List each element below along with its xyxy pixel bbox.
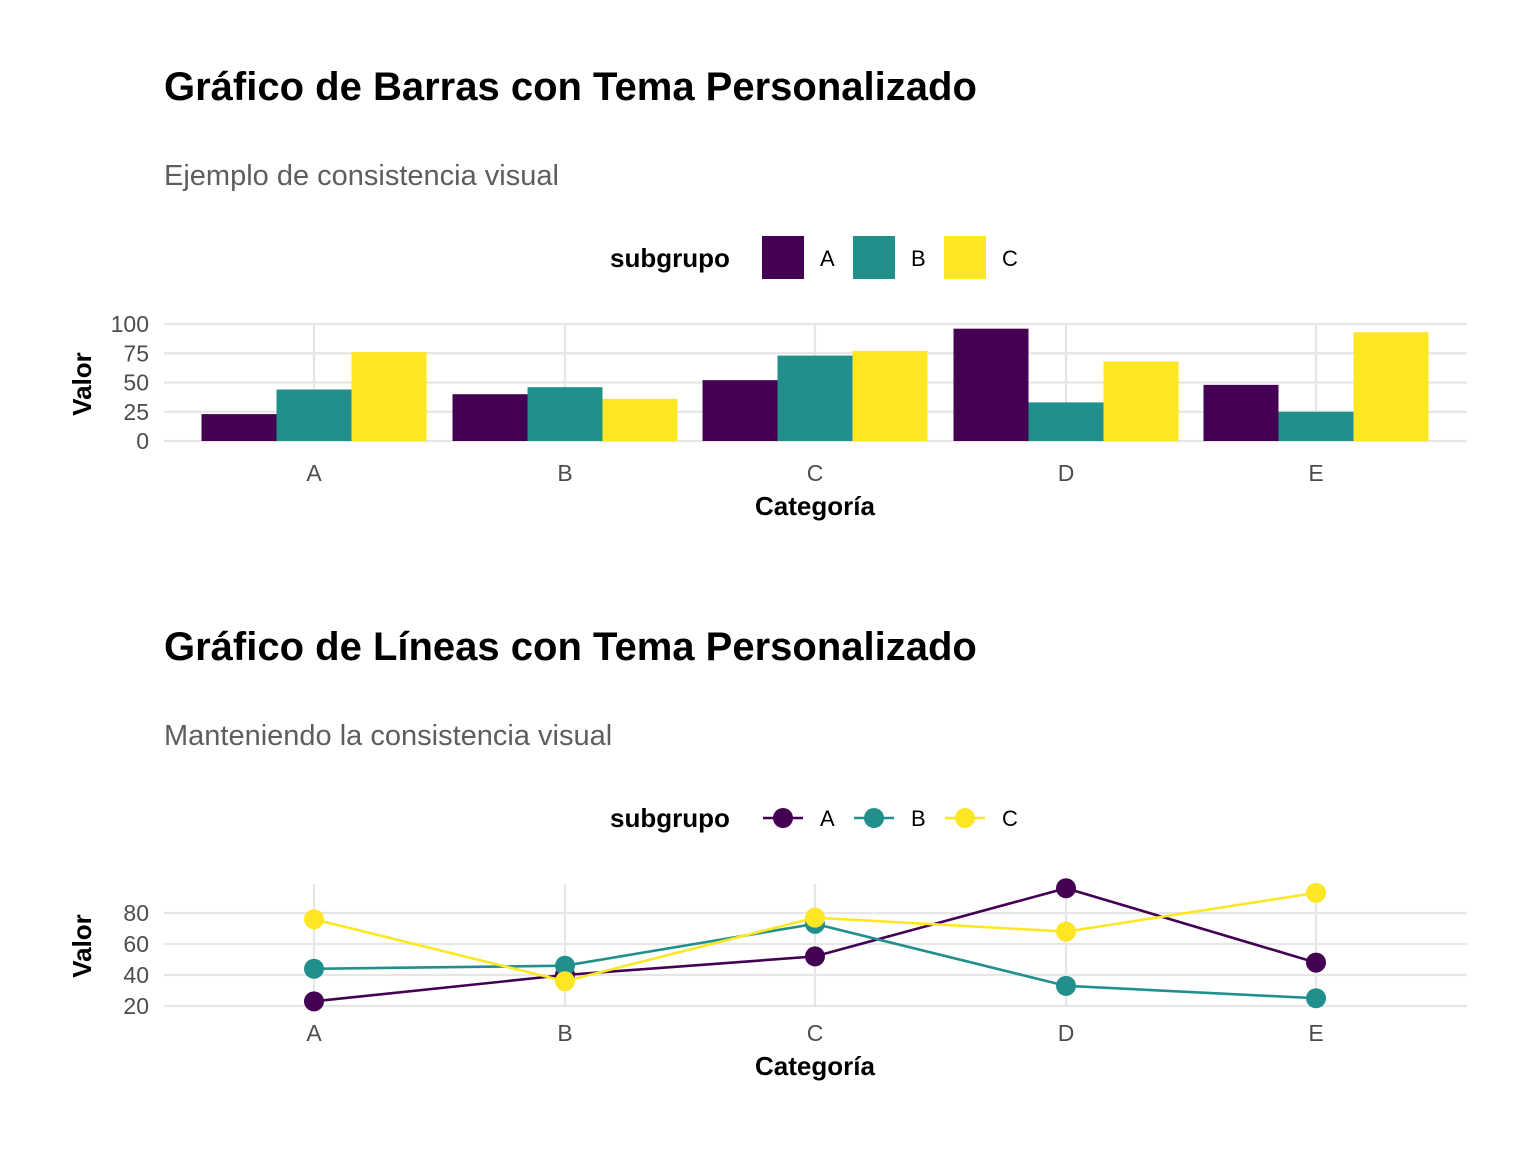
bar-legend-key-a <box>762 236 804 279</box>
line-point-b-b <box>555 955 575 976</box>
line-x-tick-label: A <box>306 1020 322 1046</box>
line-chart-gridlines <box>164 884 1467 1008</box>
bar-chart-subtitle: Ejemplo de consistencia visual <box>164 160 559 192</box>
line-legend-key-b-dot <box>864 808 884 828</box>
bar-a-b <box>452 394 528 441</box>
bar-y-tick-label: 75 <box>123 340 149 366</box>
line-point-b-e <box>1306 988 1326 1009</box>
line-legend-key-c-dot <box>955 808 975 828</box>
bar-a-c <box>702 380 778 441</box>
line-point-b-a <box>304 958 324 979</box>
line-legend-label-c: C <box>1002 806 1018 831</box>
bar-x-tick-label: C <box>807 460 824 486</box>
bar-chart-bars <box>201 328 1429 441</box>
line-x-tick-label: D <box>1058 1020 1075 1046</box>
bar-legend-key-c <box>944 236 986 279</box>
bar-a-a <box>201 414 277 441</box>
bar-c-d <box>1103 361 1179 441</box>
line-chart: Gráfico de Líneas con Tema Personalizado… <box>67 625 1467 1081</box>
line-chart-x-tick-labels: A B C D E <box>306 1020 1323 1046</box>
bar-chart-title: Gráfico de Barras con Tema Personalizado <box>164 65 977 109</box>
bar-y-tick-label: 100 <box>111 311 149 337</box>
line-x-tick-label: B <box>557 1020 572 1046</box>
line-chart-series <box>304 878 1326 1012</box>
bar-x-tick-label: A <box>306 460 322 486</box>
bar-c-c <box>852 350 928 441</box>
line-legend-label-b: B <box>911 806 926 831</box>
bar-legend-label-a: A <box>820 246 835 271</box>
line-point-a-c <box>805 946 825 967</box>
line-y-tick-label: 40 <box>123 962 149 988</box>
bar-c-e <box>1353 332 1429 441</box>
line-chart-legend: subgrupo A B C <box>610 803 1018 833</box>
bar-y-tick-label: 0 <box>136 428 149 454</box>
bar-legend-title: subgrupo <box>610 243 730 273</box>
line-legend-title: subgrupo <box>610 803 730 833</box>
bar-legend-label-c: C <box>1002 246 1018 271</box>
bar-b-b <box>527 387 603 441</box>
line-point-a-d <box>1056 878 1076 899</box>
bar-chart-y-axis-title: Valor <box>67 352 97 416</box>
line-chart-subtitle: Manteniendo la consistencia visual <box>164 720 612 752</box>
line-legend-label-a: A <box>820 806 835 831</box>
line-point-c-a <box>304 909 324 930</box>
bar-chart-x-tick-labels: A B C D E <box>306 460 1323 486</box>
line-legend-key-a-dot <box>773 808 793 828</box>
bar-a-e <box>1203 384 1279 441</box>
line-chart-y-axis-title: Valor <box>67 914 97 978</box>
line-y-tick-label: 80 <box>123 900 149 926</box>
bar-x-tick-label: D <box>1058 460 1075 486</box>
bar-c-b <box>602 398 678 441</box>
line-point-c-d <box>1056 921 1076 942</box>
bar-y-tick-label: 25 <box>123 399 149 425</box>
line-point-a-e <box>1306 952 1326 973</box>
bar-a-d <box>953 328 1029 441</box>
bar-x-tick-label: E <box>1308 460 1323 486</box>
line-point-c-c <box>805 907 825 928</box>
line-point-c-b <box>555 971 575 992</box>
bar-chart-y-tick-labels: 0 25 50 75 100 <box>111 311 149 454</box>
line-chart-x-axis-title: Categoría <box>755 1051 875 1081</box>
line-y-tick-label: 60 <box>123 931 149 957</box>
line-point-b-d <box>1056 975 1076 996</box>
line-y-tick-label: 20 <box>123 993 149 1019</box>
line-chart-title: Gráfico de Líneas con Tema Personalizado <box>164 625 977 669</box>
line-x-tick-label: C <box>807 1020 824 1046</box>
bar-b-d <box>1028 402 1104 441</box>
bar-chart-legend: subgrupo A B C <box>610 236 1018 279</box>
line-point-a-a <box>304 991 324 1012</box>
line-point-c-e <box>1306 882 1326 903</box>
bar-b-c <box>777 355 853 441</box>
bar-b-e <box>1278 411 1354 441</box>
bar-x-tick-label: B <box>557 460 572 486</box>
bar-b-a <box>276 389 352 441</box>
line-x-tick-label: E <box>1308 1020 1323 1046</box>
bar-chart: Gráfico de Barras con Tema Personalizado… <box>67 65 1467 521</box>
bar-c-a <box>351 352 427 441</box>
bar-legend-key-b <box>853 236 895 279</box>
line-chart-y-tick-labels: 20 40 60 80 <box>123 900 149 1019</box>
bar-legend-label-b: B <box>911 246 926 271</box>
bar-y-tick-label: 50 <box>123 370 149 396</box>
bar-chart-x-axis-title: Categoría <box>755 491 875 521</box>
